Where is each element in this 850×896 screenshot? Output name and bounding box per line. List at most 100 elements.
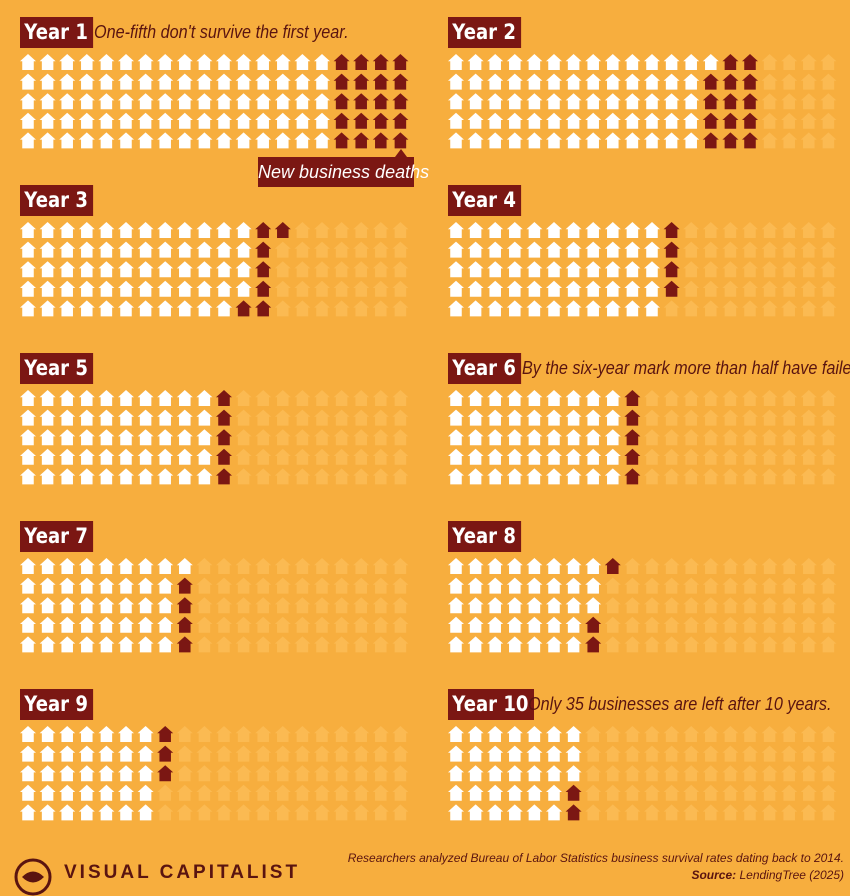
survivor-icon [78,448,95,465]
closed-business-icon [196,745,213,762]
closed-business-icon [372,261,389,278]
survivor-icon [487,390,504,406]
year-label: Year 3 [20,185,94,216]
death-icon [702,93,719,110]
survivor-icon [196,261,213,278]
survivor-icon [20,636,36,653]
closed-business-icon [800,804,817,821]
closed-business-icon [722,616,739,633]
death-icon [255,222,272,238]
survivor-icon [98,616,115,633]
closed-business-icon [742,241,758,258]
survivor-icon [506,448,523,465]
survivor-icon [506,409,523,426]
closed-business-icon [781,765,798,782]
survivor-icon [118,300,134,317]
survivor-icon [274,112,291,129]
closed-business-icon [742,222,758,238]
closed-business-icon [761,726,778,742]
closed-business-icon [742,765,758,782]
survivor-icon [314,93,330,110]
closed-business-icon [820,577,837,594]
survivor-icon [487,726,504,742]
closed-business-icon [235,636,252,653]
survivor-icon [526,577,543,594]
closed-business-icon [820,784,837,801]
closed-business-icon [820,73,837,90]
year-label: Year 9 [20,689,94,720]
survivor-icon [467,132,484,149]
closed-business-icon [294,390,311,406]
survivor-icon [59,409,76,426]
survivor-icon [98,429,115,446]
closed-business-icon [392,241,409,258]
closed-business-icon [333,558,350,574]
closed-business-icon [604,597,621,614]
closed-business-icon [663,597,680,614]
survivor-icon [39,280,56,297]
death-icon [255,300,272,317]
survivor-icon [526,636,543,653]
survivor-icon [487,222,504,238]
survivor-icon [624,300,641,317]
closed-business-icon [333,222,350,238]
closed-business-icon [314,390,330,406]
survivor-icon [585,280,602,297]
closed-business-icon [353,784,370,801]
closed-business-icon [722,409,739,426]
year-panel: Year 10 Only 35 businesses are left after… [448,689,848,839]
death-icon [624,448,641,465]
survivor-icon [118,54,134,70]
closed-business-icon [761,636,778,653]
closed-business-icon [353,726,370,742]
survivor-icon [39,261,56,278]
closed-business-icon [255,616,272,633]
closed-business-icon [742,280,758,297]
survivor-icon [526,93,543,110]
survivor-icon [98,409,115,426]
survivor-icon [196,448,213,465]
survivor-icon [663,73,680,90]
closed-business-icon [781,448,798,465]
closed-business-icon [176,726,193,742]
survivor-icon [565,409,582,426]
closed-business-icon [176,784,193,801]
visual-capitalist-logo-icon [14,858,52,896]
closed-business-icon [294,726,311,742]
closed-business-icon [372,726,389,742]
survivor-icon [39,93,56,110]
survivor-icon [176,93,193,110]
closed-business-icon [274,409,291,426]
closed-business-icon [683,390,700,406]
closed-business-icon [761,616,778,633]
survivor-icon [467,448,484,465]
survivor-icon [20,597,36,614]
survivor-icon [118,93,134,110]
year-label: Year 8 [448,521,522,552]
closed-business-icon [800,558,817,574]
closed-business-icon [781,93,798,110]
survivor-icon [314,132,330,149]
closed-business-icon [274,616,291,633]
survivor-icon [216,300,232,317]
survivor-icon [137,73,154,90]
survivor-icon [274,73,291,90]
death-icon [176,597,193,614]
closed-business-icon [372,429,389,446]
closed-business-icon [274,429,291,446]
survivor-icon [216,132,232,149]
survivor-icon [20,93,36,110]
survivor-icon [585,390,602,406]
closed-business-icon [800,784,817,801]
closed-business-icon [294,636,311,653]
closed-business-icon [820,261,837,278]
closed-business-icon [781,745,798,762]
closed-business-icon [722,429,739,446]
closed-business-icon [800,132,817,149]
survivor-icon [526,616,543,633]
closed-business-icon [663,468,680,485]
closed-business-icon [800,448,817,465]
survivor-icon [644,222,660,238]
survivor-icon [20,73,36,90]
survivor-icon [585,261,602,278]
